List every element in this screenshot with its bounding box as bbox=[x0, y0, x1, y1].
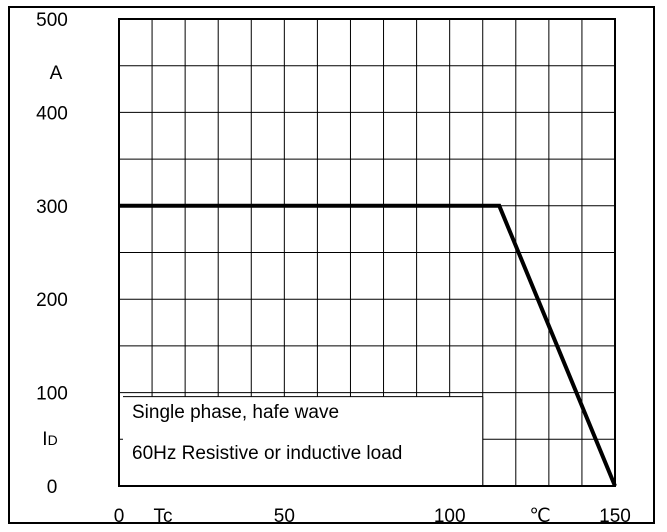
y-unit-label: A bbox=[50, 63, 63, 84]
plot-border bbox=[118, 18, 616, 487]
x-tick-label: 100 bbox=[434, 506, 466, 527]
annotation-line-1: Single phase, hafe wave bbox=[132, 402, 339, 423]
y-tick-label: 100 bbox=[36, 384, 68, 405]
y-tick-label: 400 bbox=[36, 103, 68, 124]
x-unit-label: ℃ bbox=[529, 506, 550, 527]
y-tick-labels: 500 400 300 200 100 0 bbox=[36, 10, 68, 498]
series-line bbox=[119, 203, 617, 487]
x-axis-label: Tc bbox=[154, 506, 173, 527]
y-tick-label: 500 bbox=[36, 10, 68, 31]
annotation-line-2: 60Hz Resistive or inductive load bbox=[132, 443, 402, 464]
x-tick-label: 150 bbox=[599, 506, 631, 527]
y-tick-label: 0 bbox=[47, 477, 58, 498]
x-tick-labels: 0 50 100 150 bbox=[114, 506, 631, 527]
y-tick-label: 200 bbox=[36, 290, 68, 311]
x-tick-label: 0 bbox=[114, 506, 125, 527]
y-axis-label-sub: D bbox=[48, 432, 58, 448]
y-axis-label: ID bbox=[42, 429, 57, 450]
annotation-box bbox=[123, 396, 483, 485]
y-axis-label-main: I bbox=[42, 429, 47, 450]
y-tick-label: 300 bbox=[36, 197, 68, 218]
series-group bbox=[119, 203, 617, 487]
x-tick-label: 50 bbox=[274, 506, 295, 527]
